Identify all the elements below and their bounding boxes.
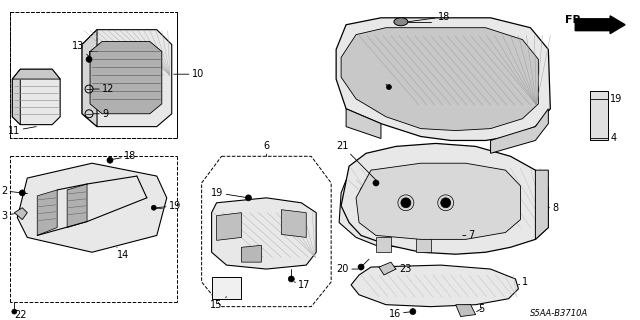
Text: 17: 17 — [294, 280, 310, 290]
Circle shape — [410, 308, 416, 315]
Bar — [212, 277, 241, 299]
Text: 11: 11 — [8, 125, 36, 136]
Polygon shape — [212, 198, 316, 269]
Polygon shape — [37, 190, 57, 236]
Polygon shape — [90, 42, 162, 114]
Polygon shape — [379, 262, 396, 275]
Text: 4: 4 — [610, 133, 616, 143]
Circle shape — [373, 180, 379, 186]
Text: 19: 19 — [610, 94, 622, 104]
Polygon shape — [351, 265, 518, 307]
Polygon shape — [536, 170, 548, 239]
Circle shape — [441, 198, 451, 208]
Polygon shape — [82, 30, 172, 127]
Text: S5AA-B3710A: S5AA-B3710A — [531, 308, 589, 318]
Circle shape — [358, 264, 364, 270]
Circle shape — [288, 276, 294, 282]
Text: 10: 10 — [173, 69, 204, 79]
Polygon shape — [67, 184, 87, 228]
Text: 12: 12 — [93, 84, 115, 94]
Text: 6: 6 — [263, 141, 269, 156]
Polygon shape — [346, 109, 381, 139]
Text: 16: 16 — [388, 308, 413, 319]
Circle shape — [401, 198, 411, 208]
Polygon shape — [12, 69, 60, 79]
Text: 7: 7 — [463, 230, 475, 240]
Circle shape — [107, 157, 113, 163]
Polygon shape — [241, 245, 261, 262]
Polygon shape — [341, 28, 538, 131]
FancyArrow shape — [575, 16, 625, 34]
Bar — [590, 91, 608, 140]
Polygon shape — [341, 143, 548, 254]
Circle shape — [12, 309, 17, 314]
Polygon shape — [12, 69, 20, 124]
Circle shape — [19, 190, 26, 196]
Text: 3: 3 — [1, 211, 14, 221]
Polygon shape — [17, 163, 167, 252]
Polygon shape — [376, 237, 391, 252]
Polygon shape — [82, 30, 97, 127]
Text: 20: 20 — [337, 264, 358, 274]
Polygon shape — [416, 237, 431, 252]
Polygon shape — [339, 173, 463, 247]
Ellipse shape — [394, 18, 408, 26]
Polygon shape — [12, 69, 60, 124]
Polygon shape — [336, 18, 550, 140]
Polygon shape — [216, 213, 241, 240]
Circle shape — [151, 205, 156, 210]
Text: 18: 18 — [408, 12, 450, 22]
Text: 15: 15 — [211, 297, 227, 310]
Text: 9: 9 — [93, 109, 108, 119]
Text: 13: 13 — [72, 42, 89, 56]
Text: 22: 22 — [14, 309, 26, 320]
Text: 1: 1 — [518, 277, 529, 287]
Text: FR.: FR. — [565, 15, 586, 25]
Polygon shape — [490, 109, 548, 153]
Text: 21: 21 — [337, 141, 376, 180]
Polygon shape — [356, 163, 520, 239]
Circle shape — [387, 84, 392, 90]
Text: 19: 19 — [211, 188, 248, 198]
Polygon shape — [14, 208, 28, 220]
Polygon shape — [359, 181, 451, 229]
Text: 5: 5 — [477, 304, 485, 314]
Text: 18: 18 — [113, 151, 136, 161]
Polygon shape — [282, 210, 307, 237]
Text: 23: 23 — [396, 264, 412, 274]
Text: 19: 19 — [157, 201, 181, 211]
Text: 14: 14 — [117, 247, 129, 260]
Circle shape — [246, 195, 252, 201]
Circle shape — [86, 56, 92, 62]
Polygon shape — [456, 305, 476, 316]
Text: 8: 8 — [548, 203, 559, 213]
Text: 2: 2 — [1, 186, 22, 196]
